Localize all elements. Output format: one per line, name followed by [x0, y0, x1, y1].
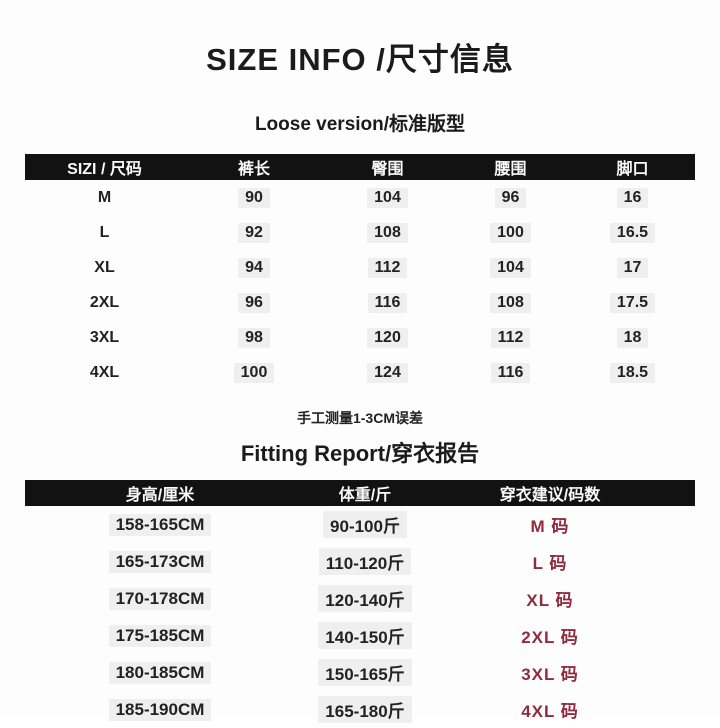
size-advice-cell: XL 码	[526, 591, 574, 610]
height-cell: 175-185CM	[25, 624, 295, 647]
header-waist: 腰围	[494, 161, 527, 178]
table-row: M 90 104 96 16	[25, 180, 695, 215]
table-row: 185-190CM 165-180斤 4XL 码	[25, 691, 695, 728]
value-cell: 116	[324, 292, 451, 313]
fitting-report-subtitle: Fitting Report/穿衣报告	[240, 441, 480, 466]
height-cell: 158-165CM	[25, 513, 295, 536]
value-cell: 120	[324, 327, 451, 348]
table-row: XL 94 112 104 17	[25, 250, 695, 285]
size-advice-cell: 4XL 码	[521, 702, 579, 721]
value-cell: 100	[184, 362, 324, 383]
table-row: 175-185CM 140-150斤 2XL 码	[25, 617, 695, 654]
value-cell: 112	[451, 327, 570, 348]
size-label: XL	[94, 258, 115, 276]
table-row: 4XL 100 124 116 18.5	[25, 355, 695, 390]
value-cell: 100	[451, 222, 570, 243]
table-row: 2XL 96 116 108 17.5	[25, 285, 695, 320]
value-cell: 18.5	[570, 362, 695, 383]
size-label: 2XL	[89, 293, 120, 311]
size-label: 3XL	[89, 328, 120, 346]
value-cell: 116	[451, 362, 570, 383]
header-size: SIZI / 尺码	[67, 161, 142, 178]
table-row: 158-165CM 90-100斤 M 码	[25, 506, 695, 543]
value-cell: 94	[184, 257, 324, 278]
weight-cell: 150-165斤	[295, 659, 435, 686]
value-cell: 16	[570, 187, 695, 208]
weight-cell: 120-140斤	[295, 585, 435, 612]
value-cell: 18	[570, 327, 695, 348]
weight-cell: 110-120斤	[295, 548, 435, 575]
size-advice-cell: 3XL 码	[521, 665, 579, 684]
value-cell: 104	[324, 187, 451, 208]
measurement-tolerance-note: 手工测量1-3CM误差	[296, 410, 423, 426]
size-advice-cell: M 码	[530, 517, 570, 536]
height-cell: 185-190CM	[25, 698, 295, 721]
header-pant-length: 裤长	[237, 161, 270, 178]
value-cell: 112	[324, 257, 451, 278]
size-advice-cell: L 码	[532, 554, 568, 573]
value-cell: 16.5	[570, 222, 695, 243]
weight-cell: 165-180斤	[295, 696, 435, 723]
table-row: 165-173CM 110-120斤 L 码	[25, 543, 695, 580]
table-row: 180-185CM 150-165斤 3XL 码	[25, 654, 695, 691]
header-weight: 体重/斤	[338, 487, 392, 504]
table-row: 170-178CM 120-140斤 XL 码	[25, 580, 695, 617]
fitting-table: 身高/厘米 体重/斤 穿衣建议/码数 158-165CM 90-100斤 M 码…	[25, 480, 695, 728]
size-label: M	[97, 188, 112, 206]
header-leg-opening: 脚口	[616, 161, 649, 178]
value-cell: 98	[184, 327, 324, 348]
size-table: SIZI / 尺码 裤长 臀围 腰围 脚口 M 90 104 96 16 L 9…	[25, 154, 695, 390]
header-size-advice: 穿衣建议/码数	[499, 487, 601, 504]
fitting-table-header: 身高/厘米 体重/斤 穿衣建议/码数	[25, 480, 695, 506]
value-cell: 108	[451, 292, 570, 313]
value-cell: 17.5	[570, 292, 695, 313]
size-label: L	[99, 223, 110, 241]
header-hip: 臀围	[371, 161, 404, 178]
value-cell: 17	[570, 257, 695, 278]
size-advice-cell: 2XL 码	[521, 628, 579, 647]
table-row: L 92 108 100 16.5	[25, 215, 695, 250]
weight-cell: 140-150斤	[295, 622, 435, 649]
size-table-header: SIZI / 尺码 裤长 臀围 腰围 脚口	[25, 154, 695, 180]
weight-cell: 90-100斤	[295, 511, 435, 538]
value-cell: 104	[451, 257, 570, 278]
loose-version-subtitle: Loose version/标准版型	[254, 114, 466, 135]
value-cell: 92	[184, 222, 324, 243]
value-cell: 108	[324, 222, 451, 243]
size-label: 4XL	[89, 363, 120, 381]
height-cell: 180-185CM	[25, 661, 295, 684]
header-height: 身高/厘米	[125, 487, 195, 504]
value-cell: 96	[451, 187, 570, 208]
value-cell: 90	[184, 187, 324, 208]
height-cell: 170-178CM	[25, 587, 295, 610]
value-cell: 124	[324, 362, 451, 383]
value-cell: 96	[184, 292, 324, 313]
height-cell: 165-173CM	[25, 550, 295, 573]
page-title: SIZE INFO /尺寸信息	[206, 42, 514, 77]
table-row: 3XL 98 120 112 18	[25, 320, 695, 355]
